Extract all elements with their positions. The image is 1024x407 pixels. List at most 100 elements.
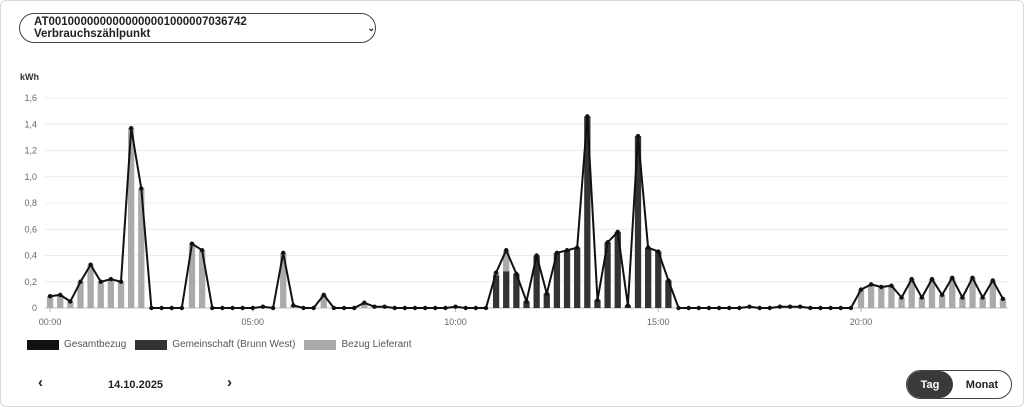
tab-month[interactable]: Monat <box>965 378 999 391</box>
bar-gemeinschaft <box>543 293 550 308</box>
point-gesamtbezug <box>919 295 925 300</box>
point-gesamtbezug <box>118 279 124 284</box>
chevron-down-icon: ⌄ <box>367 22 375 33</box>
point-gesamtbezug <box>291 303 296 308</box>
legend-item-gesamtbezug[interactable]: Gesamtbezug <box>27 339 126 350</box>
bar-bezug-lieferant <box>198 250 206 308</box>
bar-bezug-lieferant <box>67 301 74 308</box>
point-gesamtbezug <box>341 305 347 311</box>
point-gesamtbezug <box>78 279 83 284</box>
next-day-button[interactable]: › <box>227 374 232 391</box>
point-gesamtbezug <box>656 249 661 254</box>
point-gesamtbezug <box>970 275 975 281</box>
point-gesamtbezug <box>443 305 448 311</box>
point-gesamtbezug <box>787 304 793 309</box>
y-tick-label: 0,2 <box>24 277 37 287</box>
point-gesamtbezug <box>260 304 266 309</box>
bar-bezug-lieferant <box>97 281 104 308</box>
point-gesamtbezug <box>737 305 742 311</box>
point-gesamtbezug <box>189 241 195 246</box>
legend-label-gemeinschaft: Gemeinschaft (Brunn West) <box>172 339 296 350</box>
legend-item-bezug-lieferant[interactable]: Bezug Lieferant <box>304 339 412 350</box>
bar-gemeinschaft <box>665 280 672 308</box>
point-gesamtbezug <box>514 271 519 277</box>
point-gesamtbezug <box>848 305 854 311</box>
bar-bezug-lieferant <box>320 294 327 308</box>
y-tick-label: 1,4 <box>24 119 37 129</box>
point-gesamtbezug <box>645 245 651 250</box>
bar-bezug-lieferant <box>969 277 976 308</box>
point-gesamtbezug <box>331 305 337 311</box>
tab-day[interactable]: Tag <box>907 371 953 398</box>
legend-item-gemeinschaft[interactable]: Gemeinschaft (Brunn West) <box>135 339 295 350</box>
point-gesamtbezug <box>706 305 712 311</box>
point-gesamtbezug <box>473 305 479 311</box>
point-gesamtbezug <box>534 253 539 258</box>
bar-bezug-lieferant <box>949 277 956 308</box>
point-gesamtbezug <box>889 283 894 288</box>
point-gesamtbezug <box>554 250 560 256</box>
bar-gemeinschaft <box>553 252 561 308</box>
point-gesamtbezug <box>727 305 732 311</box>
point-gesamtbezug <box>483 305 489 311</box>
bar-gemeinschaft <box>614 231 621 308</box>
bar-bezug-lieferant <box>918 297 925 308</box>
point-gesamtbezug <box>372 304 377 309</box>
point-gesamtbezug <box>899 295 904 300</box>
legend-swatch-gemeinschaft <box>135 339 168 350</box>
bar-bezug-lieferant <box>898 297 905 308</box>
point-gesamtbezug <box>504 248 509 253</box>
bar-gemeinschaft <box>634 136 642 308</box>
y-tick-label: 1,6 <box>24 93 37 103</box>
point-gesamtbezug <box>747 304 752 309</box>
point-gesamtbezug <box>838 305 843 311</box>
legend-swatch-gesamtbezug <box>27 339 59 350</box>
previous-day-button[interactable]: ‹ <box>38 374 43 391</box>
point-gesamtbezug <box>635 133 641 139</box>
bar-bezug-lieferant <box>959 297 966 308</box>
y-axis-unit: kWh <box>20 72 39 82</box>
point-gesamtbezug <box>108 276 114 282</box>
point-gesamtbezug <box>716 305 722 311</box>
bar-bezug-lieferant <box>138 188 145 308</box>
point-gesamtbezug <box>220 305 225 311</box>
point-gesamtbezug <box>615 229 620 235</box>
consumption-chart: 0 0,2 0,4 0,6 0,8 1,0 1,2 1,4 1,6 00:00 05:00 10:00… <box>24 93 1008 327</box>
bar-gemeinschaft <box>492 275 500 308</box>
bar-bezug-lieferant <box>888 285 895 308</box>
current-date: 14.10.2025 <box>108 379 164 391</box>
bar-bezug-lieferant <box>280 252 287 308</box>
point-gesamtbezug <box>605 240 610 245</box>
y-tick-label: 0,6 <box>24 224 37 234</box>
x-tick-label: 10:00 <box>444 317 467 327</box>
x-tick-label: 00:00 <box>39 317 62 327</box>
point-gesamtbezug <box>240 305 245 311</box>
bar-bezug-lieferant <box>77 281 84 308</box>
bar-bezug-lieferant <box>57 294 64 308</box>
point-gesamtbezug <box>453 304 458 309</box>
meter-select-dropdown[interactable]: AT0010000000000000001000007036742 Verbra… <box>19 13 376 43</box>
point-gesamtbezug <box>139 186 144 191</box>
point-gesamtbezug <box>159 305 164 311</box>
point-gesamtbezug <box>463 305 468 311</box>
bar-bezug-lieferant <box>979 297 986 308</box>
point-gesamtbezug <box>88 262 93 267</box>
bar-bezug-lieferant <box>928 279 936 308</box>
point-gesamtbezug <box>625 303 631 308</box>
meter-select-label: AT0010000000000000001000007036742 Verbra… <box>34 16 247 40</box>
point-gesamtbezug <box>858 287 864 292</box>
y-tick-label: 1,2 <box>24 146 37 156</box>
point-gesamtbezug <box>909 276 914 282</box>
chart-legend: Gesamtbezug Gemeinschaft (Brunn West) Be… <box>27 339 421 350</box>
point-gesamtbezug <box>351 305 357 311</box>
bar-bezug-lieferant <box>938 294 946 308</box>
legend-swatch-bezug-lieferant <box>304 339 337 350</box>
point-gesamtbezug <box>179 305 185 311</box>
legend-label-bezug-lieferant: Bezug Lieferant <box>341 339 412 350</box>
point-gesamtbezug <box>311 305 316 311</box>
bar-bezug-lieferant <box>999 298 1007 308</box>
bar-gemeinschaft <box>563 250 571 308</box>
bar-gemeinschaft <box>503 271 510 308</box>
point-gesamtbezug <box>210 305 215 311</box>
point-gesamtbezug <box>666 278 671 283</box>
